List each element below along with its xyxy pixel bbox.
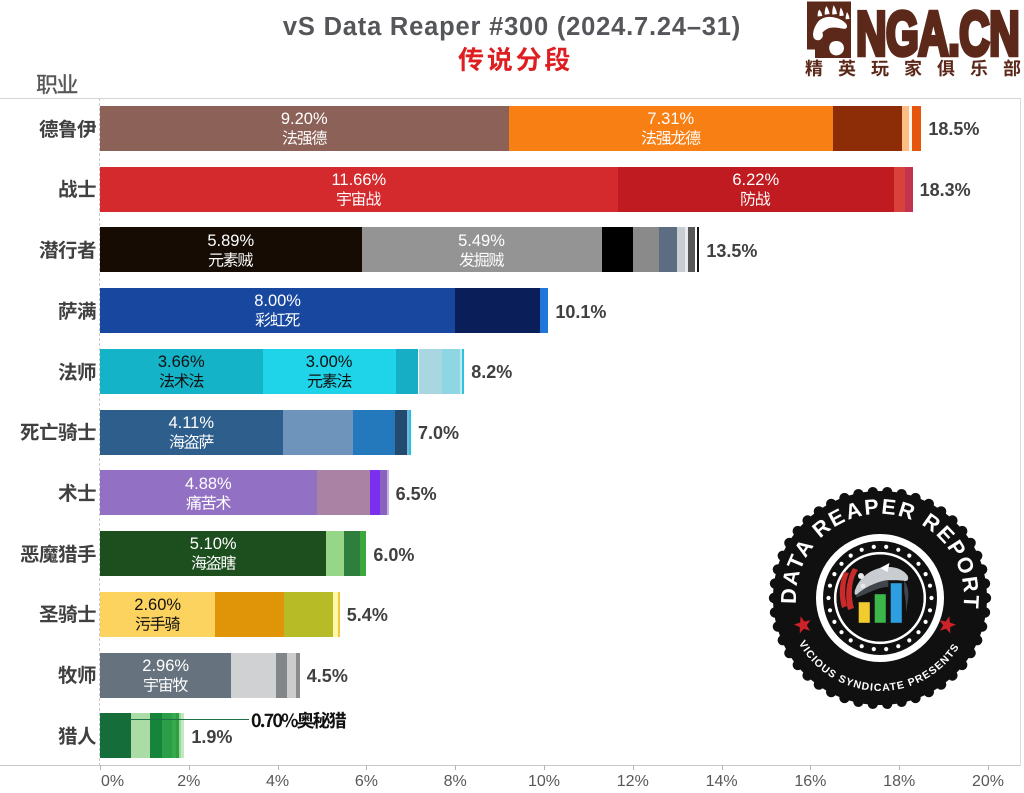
- svg-text:NGA.CN: NGA.CN: [856, 0, 1019, 69]
